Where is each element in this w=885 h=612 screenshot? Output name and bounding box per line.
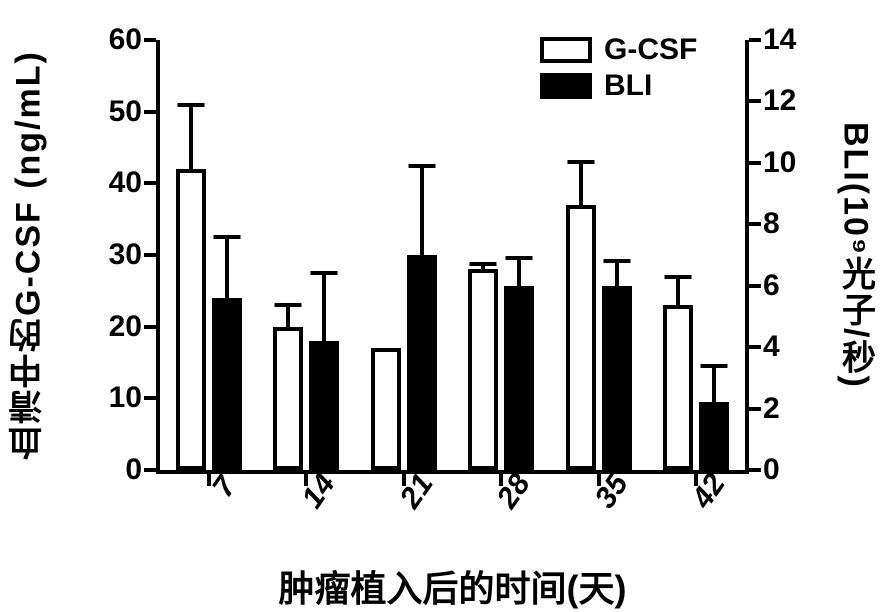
- y-right-tick-label: 14: [745, 23, 796, 57]
- y-right-tick-label: 6: [745, 269, 780, 303]
- legend: G-CSF BLI: [540, 32, 697, 104]
- chart: 血清中的G-CSF (ng/mL) BLI(10⁹光子/秒) G-CSF BLI…: [0, 0, 885, 611]
- plot-area: G-CSF BLI 010203040506002468101214714212…: [160, 40, 745, 474]
- x-tick-label: 28: [491, 468, 538, 515]
- bar-bli: [407, 255, 437, 470]
- y-left-axis-title: 血清中的G-CSF (ng/mL): [8, 40, 48, 470]
- y-left-tick-label: 30: [109, 238, 160, 272]
- x-tick-label: 35: [588, 468, 635, 515]
- y-right-tick-label: 8: [745, 207, 780, 241]
- x-tick-label: 42: [686, 468, 733, 515]
- y-left-tick-label: 50: [109, 95, 160, 129]
- y-right-tick-label: 4: [745, 330, 780, 364]
- x-tick-label: 7: [206, 471, 243, 504]
- y-left-tick-label: 60: [109, 23, 160, 57]
- y-right-tick-label: 10: [745, 146, 796, 180]
- bar-bli: [699, 402, 729, 470]
- legend-item-gcsf: G-CSF: [540, 32, 697, 68]
- x-axis-title: 肿瘤植入后的时间(天): [160, 560, 745, 612]
- bar-gcsf: [371, 348, 401, 470]
- y-left-tick-label: 40: [109, 166, 160, 200]
- bar-bli: [212, 298, 242, 470]
- y-left-tick-label: 0: [125, 453, 160, 487]
- y-left-tick-label: 20: [109, 310, 160, 344]
- legend-item-bli: BLI: [540, 68, 697, 104]
- bar-bli: [504, 286, 534, 470]
- x-tick-label: 21: [393, 468, 440, 515]
- legend-label-gcsf: G-CSF: [604, 33, 697, 67]
- bar-gcsf: [468, 269, 498, 470]
- legend-swatch-gcsf: [540, 37, 592, 63]
- bar-gcsf: [566, 205, 596, 470]
- x-tick-label: 14: [296, 468, 343, 515]
- bar-gcsf: [663, 305, 693, 470]
- bar-bli: [309, 341, 339, 470]
- y-right-tick-label: 0: [745, 453, 780, 487]
- y-right-axis-title: BLI(10⁹光子/秒): [831, 40, 881, 470]
- y-right-tick-label: 12: [745, 84, 796, 118]
- bar-bli: [602, 286, 632, 470]
- legend-label-bli: BLI: [604, 69, 652, 103]
- y-left-tick-label: 10: [109, 381, 160, 415]
- y-right-tick-label: 2: [745, 392, 780, 426]
- legend-swatch-bli: [540, 73, 592, 99]
- bar-gcsf: [273, 327, 303, 470]
- bar-gcsf: [176, 169, 206, 470]
